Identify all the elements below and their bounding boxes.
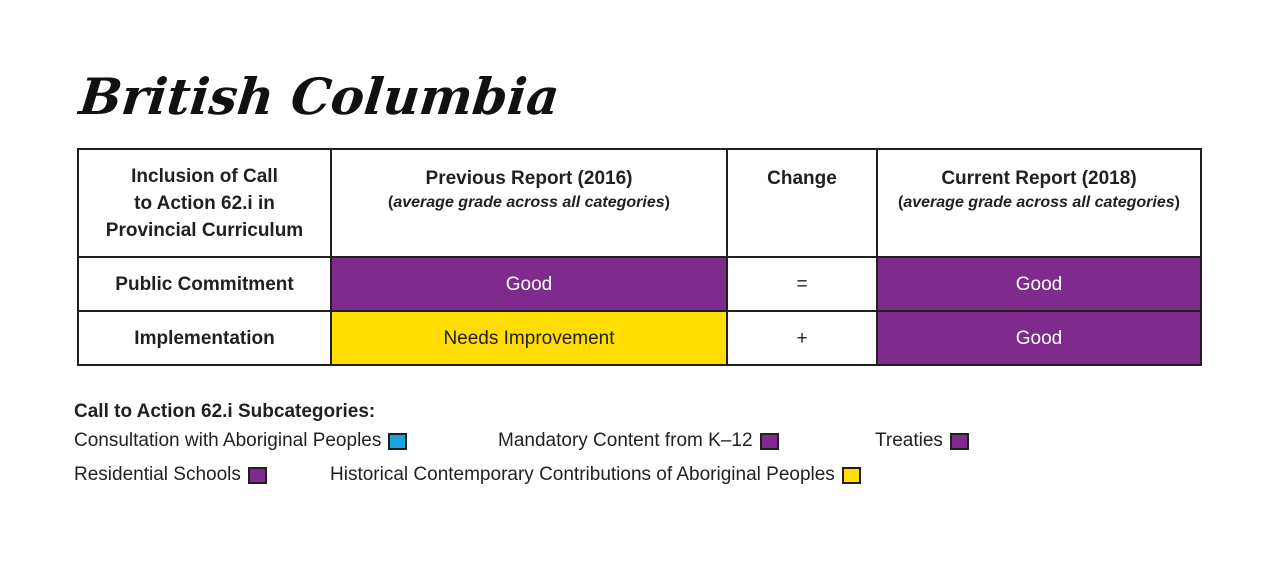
legend-item-label: Mandatory Content from K–12 — [498, 430, 753, 451]
legend-row-1: Consultation with Aboriginal Peoples Man… — [74, 426, 1194, 460]
legend-swatch — [841, 466, 861, 484]
previous-grade-cell: Good — [330, 256, 728, 312]
report-card-table: Inclusion of Call to Action 62.i in Prov… — [77, 148, 1202, 366]
header-previous: Previous Report (2016) (average grade ac… — [330, 148, 728, 258]
subcategories-legend: Call to Action 62.i Subcategories: Consu… — [74, 398, 1194, 494]
legend-swatch — [247, 466, 267, 484]
header-inclusion-line2: to Action 62.i in — [134, 192, 275, 214]
header-inclusion-line1: Inclusion of Call — [131, 165, 278, 187]
table-row-public-commitment: Public Commitment Good = Good — [77, 256, 1202, 312]
header-inclusion: Inclusion of Call to Action 62.i in Prov… — [77, 148, 332, 258]
legend-item-label: Residential Schools — [74, 464, 241, 485]
header-previous-title: Previous Report (2016) — [425, 168, 633, 189]
table-row-implementation: Implementation Needs Improvement + Good — [77, 310, 1202, 366]
legend-item-treaties: Treaties — [875, 426, 969, 456]
header-change-title: Change — [767, 168, 837, 189]
change-cell: + — [726, 310, 878, 366]
legend-item-mandatory-content: Mandatory Content from K–12 — [498, 426, 779, 456]
legend-swatch — [759, 432, 779, 450]
legend-item-consultation: Consultation with Aboriginal Peoples — [74, 426, 408, 456]
header-previous-note: (average grade across all categories) — [388, 194, 670, 211]
legend-item-label: Treaties — [875, 430, 943, 451]
current-grade-cell: Good — [876, 310, 1202, 366]
header-current-title: Current Report (2018) — [941, 168, 1137, 189]
table-header-row: Inclusion of Call to Action 62.i in Prov… — [77, 148, 1202, 258]
legend-title: Call to Action 62.i Subcategories: — [74, 401, 376, 422]
row-label: Public Commitment — [77, 256, 332, 312]
legend-item-label: Historical Contemporary Contributions of… — [330, 464, 835, 485]
row-label: Implementation — [77, 310, 332, 366]
legend-item-residential-schools: Residential Schools — [74, 460, 267, 490]
page-title: British Columbia — [76, 67, 563, 126]
previous-grade-cell: Needs Improvement — [330, 310, 728, 366]
header-current: Current Report (2018) (average grade acr… — [876, 148, 1202, 258]
legend-swatch — [949, 432, 969, 450]
current-grade-cell: Good — [876, 256, 1202, 312]
header-change: Change — [726, 148, 878, 258]
legend-row-2: Residential Schools Historical Contempor… — [74, 460, 1194, 494]
header-current-note: (average grade across all categories) — [898, 194, 1180, 211]
legend-item-historical-contributions: Historical Contemporary Contributions of… — [330, 460, 861, 490]
legend-swatch — [388, 432, 408, 450]
change-cell: = — [726, 256, 878, 312]
legend-item-label: Consultation with Aboriginal Peoples — [74, 430, 382, 451]
header-inclusion-line3: Provincial Curriculum — [105, 219, 304, 241]
